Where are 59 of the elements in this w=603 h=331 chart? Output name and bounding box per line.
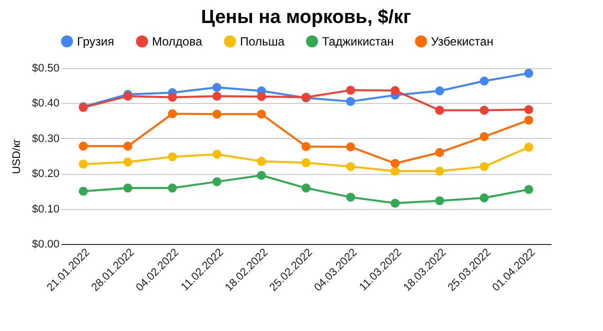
point: [346, 86, 356, 95]
point: [212, 92, 222, 101]
point: [78, 142, 88, 151]
point: [435, 106, 444, 115]
point: [346, 96, 356, 106]
point: [435, 166, 444, 176]
y-tick-label: $0.20: [32, 168, 60, 180]
legend-label: Молдова: [152, 34, 202, 48]
y-tick-label: $0.10: [32, 203, 60, 216]
point: [524, 116, 534, 125]
point: [480, 132, 489, 142]
point: [256, 156, 266, 166]
point: [212, 177, 222, 186]
point: [78, 160, 88, 169]
point: [168, 184, 177, 192]
point: [435, 196, 444, 206]
point: [256, 92, 266, 101]
point: [346, 142, 356, 152]
point: [123, 158, 132, 166]
point: [480, 76, 489, 86]
point: [390, 86, 400, 95]
chart-title: Цены на морковь, $/кг: [200, 7, 412, 28]
legend-label: Узбекистан: [431, 34, 494, 48]
point: [390, 166, 400, 176]
point: [390, 198, 400, 208]
point: [212, 150, 222, 159]
point: [123, 184, 132, 192]
point: [256, 110, 266, 119]
point: [78, 186, 88, 196]
point: [480, 193, 489, 202]
legend-label: Таджикистан: [322, 34, 394, 48]
y-tick-label: $0.50: [32, 62, 60, 74]
point: [346, 162, 356, 172]
point: [435, 86, 444, 96]
point: [524, 105, 534, 114]
y-tick-label: $0.00: [32, 238, 60, 250]
point: [212, 82, 222, 92]
point: [524, 184, 534, 194]
point: [480, 162, 489, 172]
y-axis-title: USD/кг: [10, 138, 23, 174]
point: [524, 68, 534, 78]
point: [390, 158, 400, 168]
point: [524, 142, 534, 152]
legend-label: Польша: [240, 34, 285, 48]
point: [302, 158, 310, 168]
point: [435, 148, 444, 157]
point: [346, 192, 356, 202]
y-tick-label: $0.40: [32, 98, 60, 110]
legend-label: Грузия: [77, 34, 114, 48]
point: [480, 106, 489, 115]
point: [123, 142, 132, 151]
point: [302, 184, 310, 192]
point: [212, 110, 222, 119]
point: [168, 152, 177, 162]
point: [256, 170, 266, 180]
point: [302, 142, 310, 151]
point: [168, 92, 177, 102]
y-tick-label: $0.30: [32, 132, 60, 145]
point: [168, 109, 177, 118]
